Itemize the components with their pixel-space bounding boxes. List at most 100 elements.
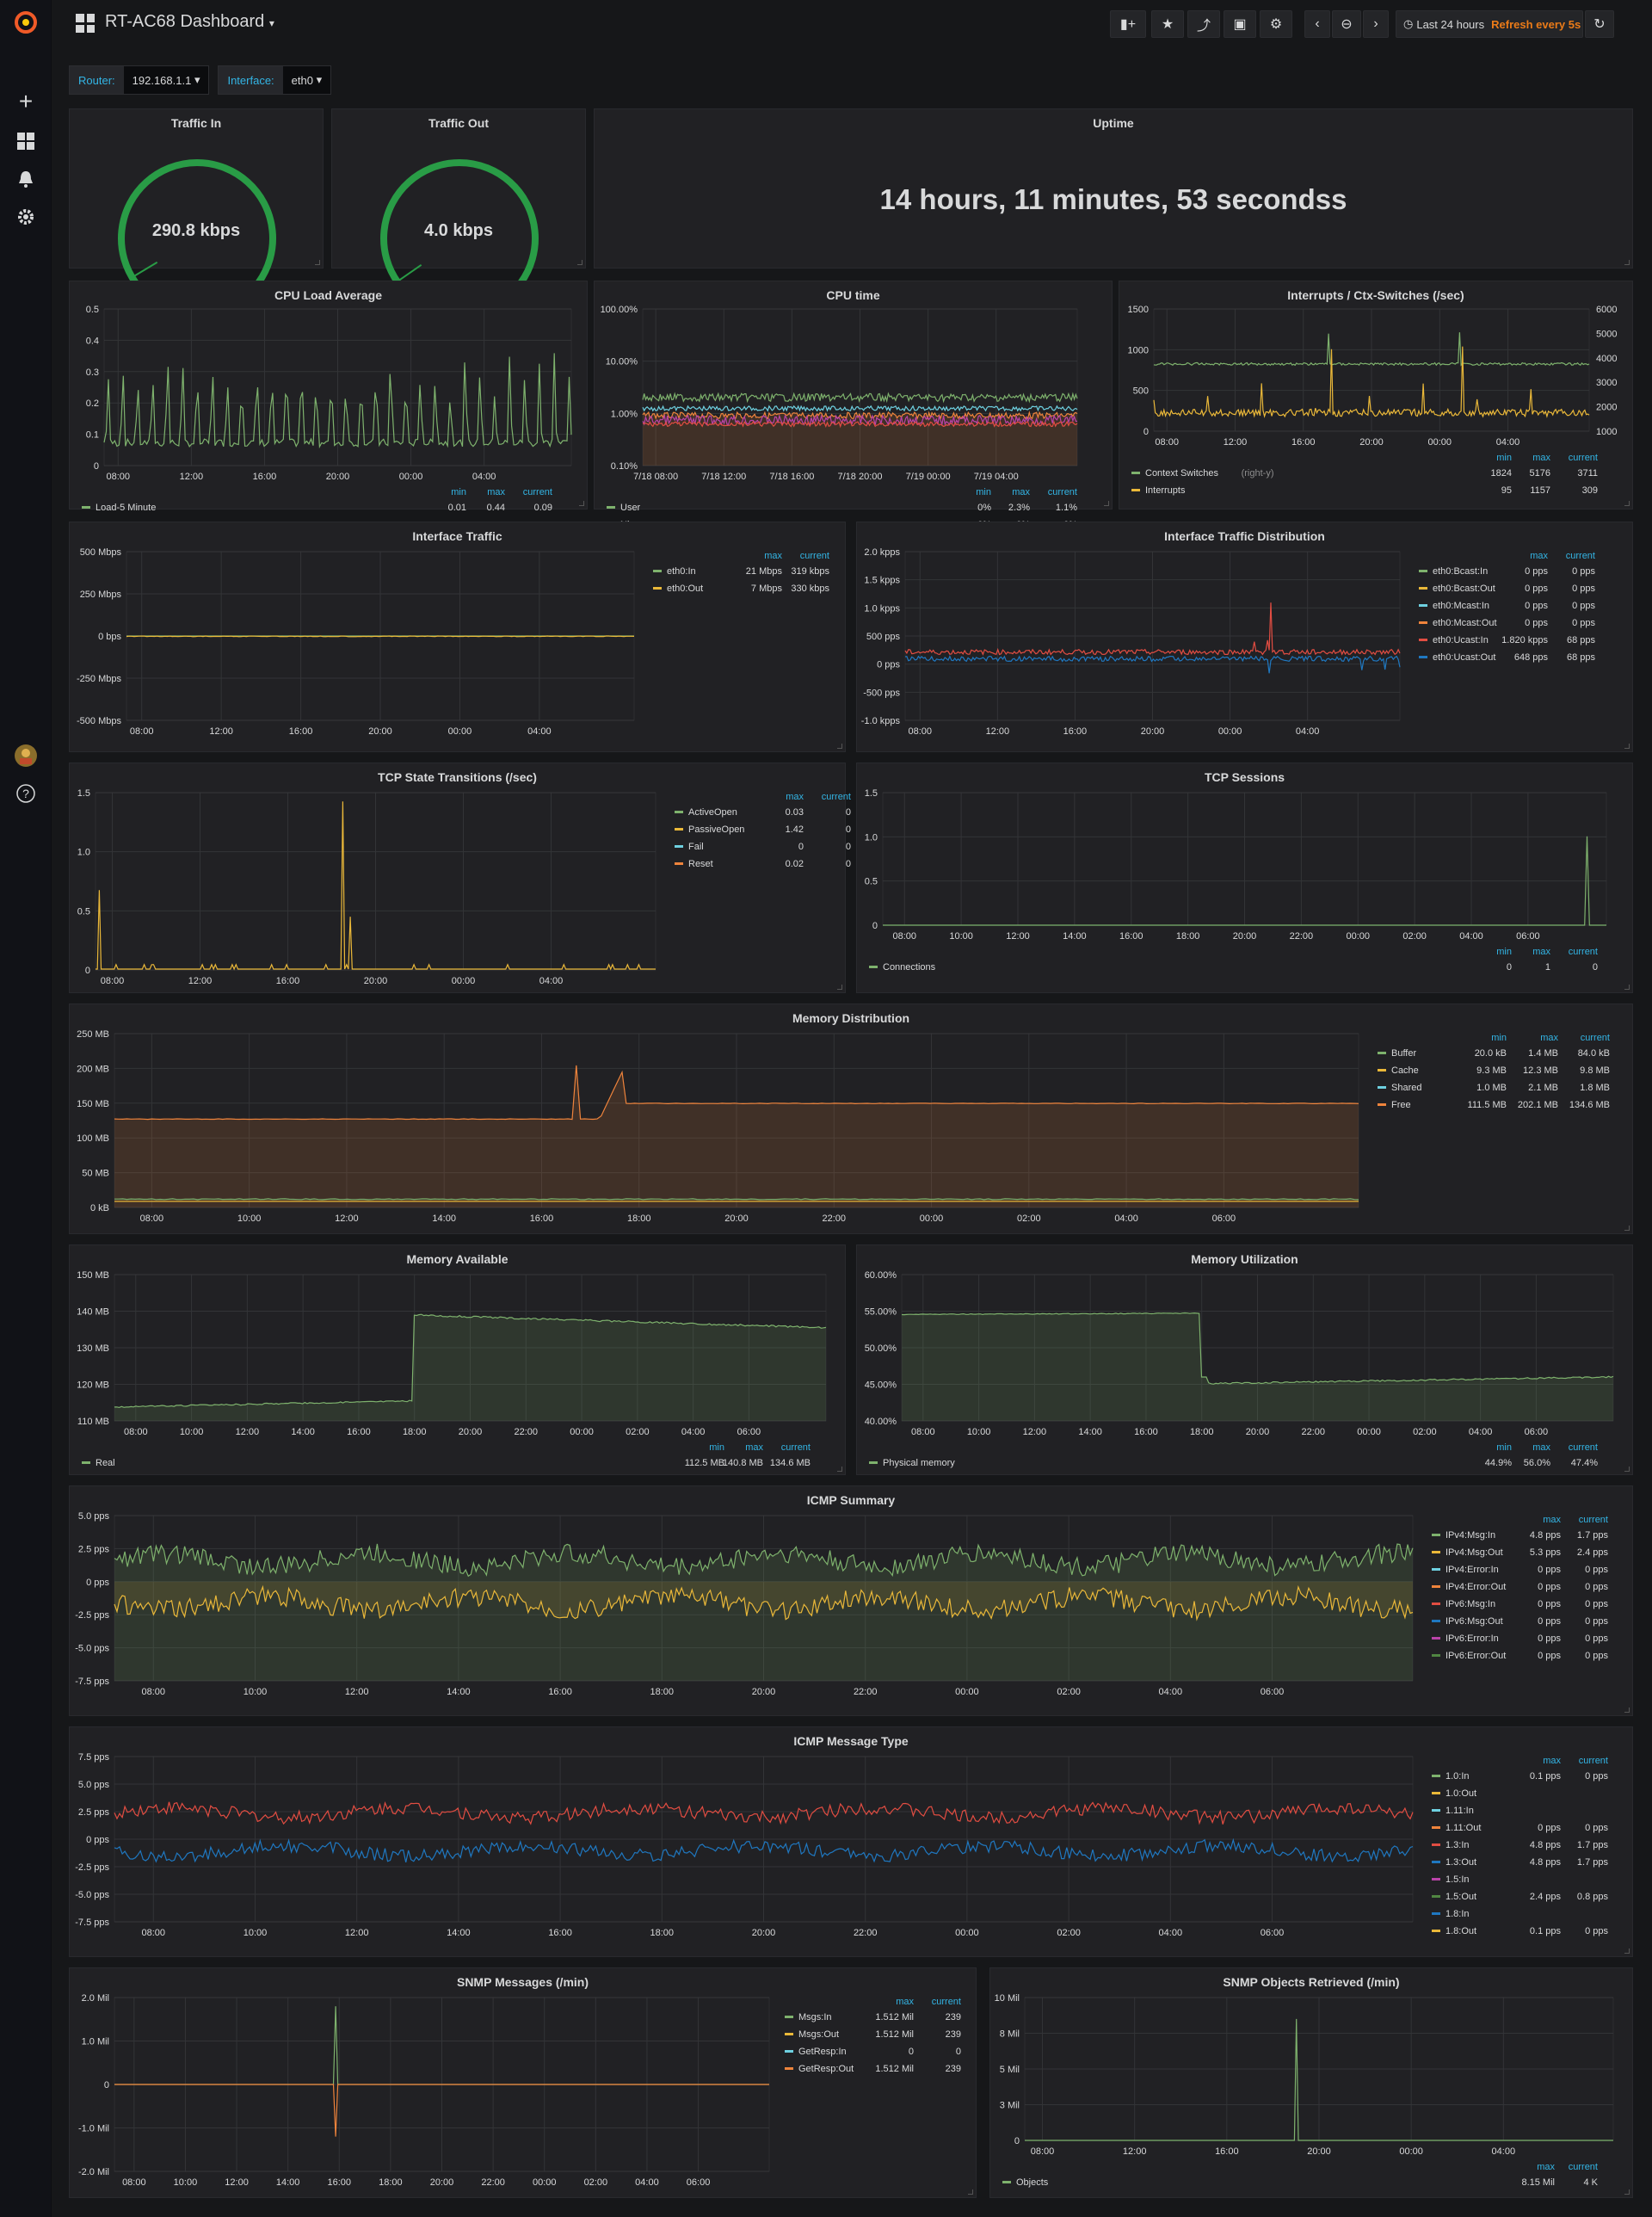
legend-header: current <box>523 487 552 497</box>
plus-icon[interactable]: + <box>18 88 34 114</box>
y-tick-label: 500 Mbps <box>80 547 122 558</box>
x-tick-label: 22:00 <box>515 1427 539 1437</box>
x-tick-label: 04:00 <box>539 976 564 986</box>
time-picker[interactable]: ◷ Last 24 hours Refresh every 5s <box>1396 10 1583 38</box>
panel-title: CPU Load Average <box>274 288 382 302</box>
panel-title: SNMP Messages (/min) <box>456 1975 589 1989</box>
add-panel-button[interactable]: ▮+ <box>1110 10 1146 38</box>
x-tick-label: 20:00 <box>326 472 350 482</box>
x-tick-label: 06:00 <box>1525 1427 1549 1437</box>
help-icon[interactable]: ? <box>12 780 40 807</box>
x-tick-label: 06:00 <box>1516 931 1540 942</box>
x-tick-label: 16:00 <box>1063 726 1088 737</box>
legend-swatch <box>785 2050 793 2053</box>
legend-series-name: 1.0:In <box>1446 1771 1470 1782</box>
legend-swatch <box>1432 1637 1440 1640</box>
series-line <box>642 420 1078 429</box>
legend-swatch <box>869 966 878 968</box>
plot-area <box>114 1033 1359 1208</box>
panel-interface-traffic-distribution: Interface Traffic Distribution 2.0 kpps 1.… <box>856 522 1633 752</box>
zoom-out-button[interactable]: ⊖ <box>1332 10 1361 38</box>
legend-series-name: 1.3:In <box>1446 1840 1470 1850</box>
legend-stat: 309 <box>1582 485 1598 496</box>
chart-svg: 0.5 0.4 0.3 0.2 0.1 0 08:00 12:00 16:00 20:00 00:0… <box>82 305 572 513</box>
y-tick-label: 120 MB <box>77 1380 109 1391</box>
legend-stat: 0 <box>846 859 851 869</box>
y-tick-label: 50.00% <box>865 1343 897 1354</box>
legend-stat: 20.0 kB <box>1475 1048 1507 1059</box>
legend-series-name: Free <box>1391 1100 1411 1110</box>
gear-icon[interactable] <box>12 203 40 231</box>
legend-stat: 56.0% <box>1524 1458 1550 1468</box>
legend-header: max <box>1543 1756 1561 1766</box>
interface-select[interactable]: eth0 ▾ <box>282 66 331 94</box>
x-tick-label: 16:00 <box>347 1427 371 1437</box>
grafana-logo-icon[interactable] <box>12 9 40 36</box>
refresh-button[interactable]: ↻ <box>1585 10 1614 38</box>
panel-uptime: Uptime 14 hours, 11 minutes, 53 secondss <box>594 108 1633 269</box>
x-tick-label: 16:00 <box>1291 437 1316 448</box>
x-tick-label: 22:00 <box>1290 931 1314 942</box>
legend-swatch <box>1419 587 1427 590</box>
legend-swatch <box>1432 1620 1440 1622</box>
legend-series-name: 1.3:Out <box>1446 1857 1476 1868</box>
x-tick-label: 12:00 <box>1006 931 1030 942</box>
settings-button[interactable]: ⚙ <box>1260 10 1292 38</box>
legend-series-name: eth0:Ucast:Out <box>1433 652 1495 663</box>
legend-series-name: GetResp:Out <box>798 2064 854 2074</box>
dashboard-grid-icon[interactable] <box>76 14 95 33</box>
router-label: Router: <box>70 66 124 94</box>
y-tick-label: 45.00% <box>865 1380 897 1391</box>
chart-svg: 250 MB 200 MB 150 MB 100 MB 50 MB 0 kB 08:00 10… <box>77 1029 1610 1224</box>
legend-stat: 0% <box>977 503 991 513</box>
series-line <box>642 411 1078 421</box>
legend-stat: 0 pps <box>1585 1599 1608 1609</box>
save-button[interactable]: ▣ <box>1224 10 1256 38</box>
dashboard-title[interactable]: RT-AC68 Dashboard ▾ <box>105 12 274 31</box>
y-tick-label: 0.3 <box>86 367 99 378</box>
y-tick-label: 5 Mil <box>1000 2065 1020 2075</box>
x-tick-label: 12:00 <box>180 472 204 482</box>
legend-stat: 1.1% <box>1056 503 1077 513</box>
legend-swatch <box>1419 639 1427 641</box>
chart-svg: 60.00% 55.00% 50.00% 45.00% 40.00% 08:00 10:00… <box>865 1270 1614 1468</box>
x-tick-label: 22:00 <box>1302 1427 1326 1437</box>
y-tick-label: 5.0 pps <box>78 1511 110 1522</box>
x-tick-label: 04:00 <box>1496 437 1520 448</box>
legend-series-name: Objects <box>1016 2177 1049 2188</box>
legend-header: min <box>1496 947 1512 957</box>
bell-icon[interactable] <box>12 165 40 193</box>
x-tick-label: 18:00 <box>1176 931 1200 942</box>
y2-tick-label: 2000 <box>1596 403 1617 413</box>
legend-series-name: Interrupts <box>1145 485 1186 496</box>
legend-stat: 0 <box>846 824 851 835</box>
legend-stat: 8.15 Mil <box>1521 2177 1555 2188</box>
y-tick-label: 0.4 <box>86 336 99 346</box>
x-tick-label: 20:00 <box>1246 1427 1270 1437</box>
router-select[interactable]: 192.168.1.1 ▾ <box>123 66 209 94</box>
legend-stat: 0.1 pps <box>1530 1926 1562 1936</box>
time-forward-button[interactable]: › <box>1363 10 1389 38</box>
chevron-right-icon: › <box>1373 16 1378 31</box>
star-button[interactable]: ★ <box>1151 10 1184 38</box>
refresh-interval: Refresh every 5s <box>1491 17 1581 31</box>
y-tick-label: 0 pps <box>86 1578 109 1588</box>
time-back-button[interactable]: ‹ <box>1304 10 1330 38</box>
y2-tick-label: 4000 <box>1596 354 1617 364</box>
share-button[interactable]: ⤴ <box>1187 10 1220 38</box>
zoom-out-icon: ⊖ <box>1341 17 1353 32</box>
x-tick-label: 10:00 <box>243 1687 268 1697</box>
x-tick-label: 08:00 <box>142 1687 166 1697</box>
legend-swatch <box>1432 1878 1440 1880</box>
avatar[interactable] <box>12 742 40 769</box>
panel-traffic-out: Traffic Out 4.0 kbps <box>331 108 586 286</box>
router-variable: Router: 192.168.1.1 ▾ <box>69 65 210 95</box>
legend-stat: 0 pps <box>1538 1823 1561 1833</box>
x-tick-label: 20:00 <box>430 2177 454 2188</box>
dashboards-icon[interactable] <box>12 127 40 155</box>
legend-swatch <box>1378 1103 1386 1106</box>
x-tick-label: 18:00 <box>1190 1427 1214 1437</box>
x-tick-label: 06:00 <box>687 2177 711 2188</box>
x-tick-label: 02:00 <box>1017 1213 1041 1224</box>
y-tick-label: 55.00% <box>865 1307 897 1318</box>
